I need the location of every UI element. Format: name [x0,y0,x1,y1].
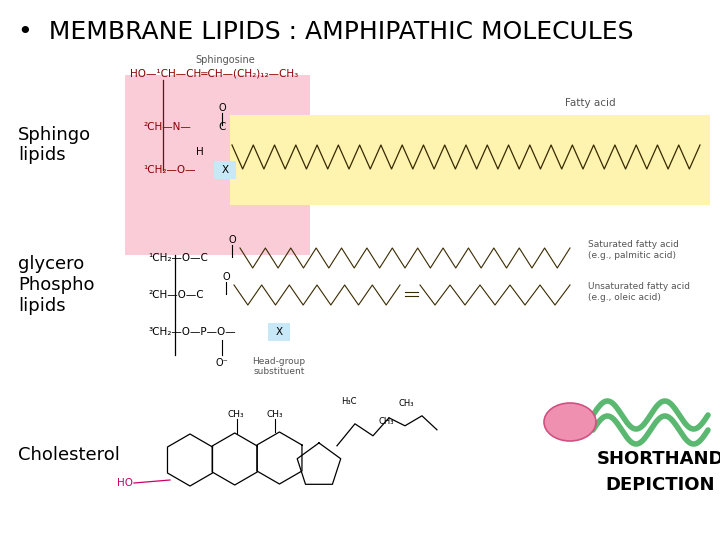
FancyBboxPatch shape [230,115,710,205]
Text: Head-group
substituent: Head-group substituent [253,357,305,376]
Text: X: X [222,165,228,175]
Ellipse shape [544,403,596,441]
Text: ¹CH₂—O—C: ¹CH₂—O—C [148,253,208,263]
Text: ²CH—N—: ²CH—N— [143,122,191,132]
Text: C: C [218,122,225,132]
Text: H: H [196,147,204,157]
Text: ³CH₂—O—P—O—: ³CH₂—O—P—O— [148,327,235,337]
Text: Sphingo
lipids: Sphingo lipids [18,126,91,164]
Text: O⁻: O⁻ [215,358,228,368]
Text: O: O [218,103,226,113]
Text: Cholesterol: Cholesterol [18,446,120,464]
Text: H₃C: H₃C [341,397,356,406]
Text: •  MEMBRANE LIPIDS : AMPHIPATHIC MOLECULES: • MEMBRANE LIPIDS : AMPHIPATHIC MOLECULE… [18,20,634,44]
Text: O: O [222,272,230,282]
Text: HO—¹CH—CH═CH—(CH₂)₁₂—CH₃: HO—¹CH—CH═CH—(CH₂)₁₂—CH₃ [130,68,298,78]
Text: O: O [228,235,236,245]
Text: glycero
Phospho
lipids: glycero Phospho lipids [18,255,94,315]
Text: X: X [276,327,282,337]
Text: Sphingosine: Sphingosine [195,55,255,65]
Text: Unsaturated fatty acid
(e.g., oleic acid): Unsaturated fatty acid (e.g., oleic acid… [588,282,690,302]
Text: ¹CH₂—O—: ¹CH₂—O— [143,165,196,175]
Text: Saturated fatty acid
(e.g., palmitic acid): Saturated fatty acid (e.g., palmitic aci… [588,240,679,260]
FancyBboxPatch shape [268,323,290,341]
Text: CH₃: CH₃ [228,410,244,419]
Text: CH₃: CH₃ [379,417,395,426]
Text: SHORTHAND
DEPICTION: SHORTHAND DEPICTION [596,450,720,494]
Text: Fatty acid: Fatty acid [564,98,616,108]
Text: ²CH—O—C: ²CH—O—C [148,290,204,300]
Text: HO: HO [117,478,133,488]
FancyBboxPatch shape [214,161,236,179]
Text: CH₃: CH₃ [399,399,415,408]
FancyBboxPatch shape [125,75,310,255]
Text: CH₃: CH₃ [266,410,283,419]
